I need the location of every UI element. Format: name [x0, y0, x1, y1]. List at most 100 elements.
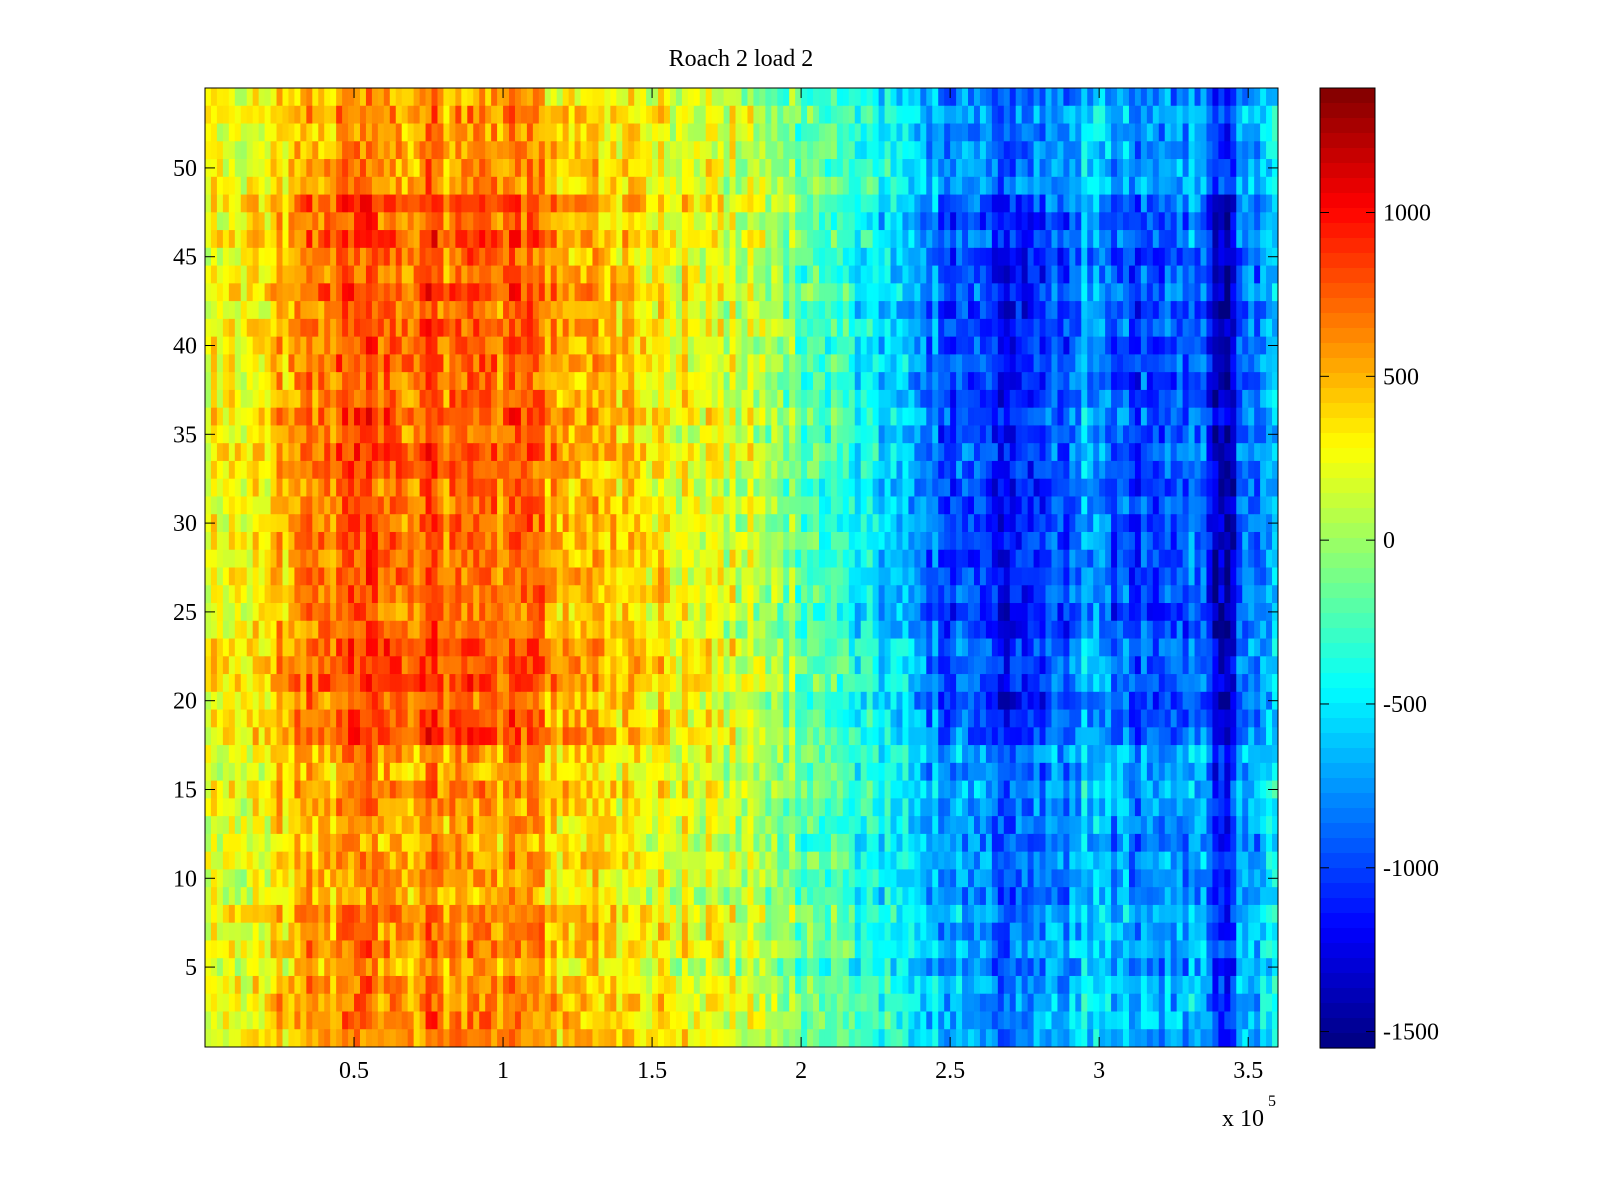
heatmap-cell — [771, 496, 778, 515]
heatmap-cell — [1027, 212, 1034, 231]
heatmap-cell — [1123, 105, 1130, 124]
heatmap-cell — [503, 496, 510, 515]
heatmap-cell — [908, 514, 915, 533]
heatmap-cell — [348, 460, 355, 480]
heatmap-cell — [592, 336, 599, 355]
heatmap-cell — [723, 354, 730, 373]
heatmap-cell — [425, 283, 432, 302]
heatmap-cell — [1176, 549, 1184, 568]
heatmap-cell — [467, 159, 474, 178]
heatmap-cell — [699, 460, 707, 480]
heatmap-cell — [866, 176, 874, 195]
heatmap-cell — [1039, 283, 1046, 302]
heatmap-cell — [1170, 105, 1178, 124]
heatmap-cell — [1015, 230, 1023, 249]
heatmap-cell — [1105, 141, 1112, 160]
heatmap-cell — [1128, 531, 1136, 551]
heatmap-cell — [312, 301, 319, 320]
heatmap-cell — [264, 194, 271, 213]
heatmap-cell — [634, 354, 641, 373]
heatmap-cell — [431, 549, 438, 568]
heatmap-cell — [455, 389, 462, 409]
heatmap-cell — [336, 549, 343, 568]
heatmap-cell — [1146, 460, 1154, 480]
heatmap-cell — [693, 567, 701, 586]
heatmap-cell — [860, 105, 868, 124]
heatmap-cell — [878, 88, 885, 107]
heatmap-cell — [419, 372, 426, 391]
heatmap-cell — [401, 105, 409, 124]
heatmap-cell — [1111, 549, 1118, 568]
heatmap-cell — [860, 443, 868, 462]
heatmap-cell — [813, 212, 820, 231]
heatmap-cell — [866, 301, 874, 320]
heatmap-cell — [944, 514, 951, 533]
heatmap-cell — [687, 212, 695, 231]
heatmap-cell — [407, 194, 415, 213]
heatmap-cell — [288, 460, 295, 480]
heatmap-cell — [497, 443, 504, 462]
heatmap-cell — [401, 443, 409, 462]
heatmap-cell — [1123, 460, 1130, 480]
heatmap-cell — [431, 176, 438, 195]
heatmap-cell — [532, 141, 540, 160]
heatmap-cell — [234, 354, 242, 373]
heatmap-cell — [979, 354, 987, 373]
heatmap-cell — [836, 265, 844, 284]
heatmap-cell — [210, 318, 218, 338]
heatmap-cell — [1027, 141, 1034, 160]
heatmap-cell — [890, 283, 897, 302]
heatmap-cell — [795, 301, 802, 320]
heatmap-cell — [830, 141, 838, 160]
heatmap-cell — [938, 123, 945, 142]
heatmap-cell — [693, 549, 701, 568]
heatmap-cell — [687, 389, 695, 409]
heatmap-cell — [1051, 123, 1058, 142]
heatmap-cell — [1117, 88, 1124, 107]
heatmap-cell — [681, 372, 689, 391]
heatmap-cell — [270, 496, 277, 515]
heatmap-cell — [962, 407, 969, 426]
heatmap-cell — [431, 443, 438, 462]
heatmap-cell — [705, 212, 713, 231]
heatmap-cell — [550, 443, 558, 462]
heatmap-cell — [813, 425, 820, 444]
heatmap-cell — [1242, 265, 1249, 284]
heatmap-cell — [538, 514, 546, 533]
heatmap-cell — [759, 567, 766, 586]
heatmap-cell — [860, 425, 868, 444]
heatmap-cell — [210, 389, 218, 409]
heatmap-cell — [473, 123, 480, 142]
heatmap-cell — [1146, 478, 1154, 497]
heatmap-cell — [205, 478, 212, 497]
heatmap-cell — [1206, 389, 1213, 409]
heatmap-cell — [264, 407, 271, 426]
heatmap-cell — [914, 159, 921, 178]
heatmap-cell — [842, 247, 850, 266]
heatmap-cell — [491, 425, 498, 444]
heatmap-cell — [801, 549, 808, 568]
heatmap-cell — [509, 389, 516, 409]
heatmap-cell — [431, 105, 438, 124]
heatmap-cell — [1230, 531, 1237, 551]
heatmap-cell — [258, 531, 266, 551]
heatmap-cell — [509, 460, 516, 480]
heatmap-cell — [342, 389, 349, 409]
heatmap-cell — [270, 336, 277, 355]
heatmap-cell — [401, 354, 409, 373]
heatmap-cell — [765, 88, 772, 107]
heatmap-cell — [1105, 478, 1112, 497]
heatmap-cell — [1009, 301, 1017, 320]
heatmap-cell — [1045, 283, 1052, 302]
heatmap-cell — [1248, 247, 1255, 266]
heatmap-cell — [1045, 460, 1052, 480]
heatmap-cell — [288, 212, 295, 231]
heatmap-cell — [765, 407, 772, 426]
heatmap-cell — [1272, 176, 1279, 195]
heatmap-cell — [1266, 123, 1273, 142]
heatmap-cell — [1075, 194, 1082, 213]
heatmap-cell — [860, 354, 868, 373]
heatmap-cell — [664, 460, 671, 480]
heatmap-cell — [836, 460, 844, 480]
heatmap-cell — [777, 141, 784, 160]
